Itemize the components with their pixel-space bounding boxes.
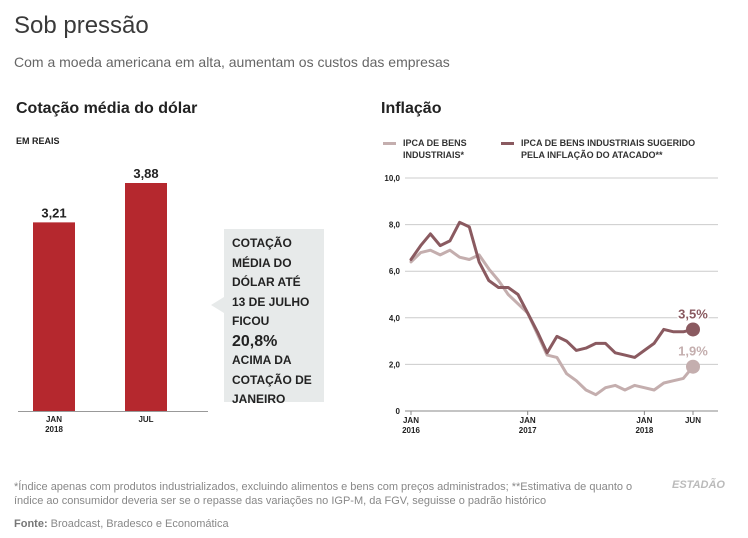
bar-value-label: 3,21 (41, 205, 66, 220)
callout-highlight-value: 20,8% (232, 332, 278, 350)
legend-item-suggested-line1: IPCA DE BENS INDUSTRIAIS SUGERIDO (521, 138, 696, 148)
y-tick-label: 8,0 (389, 221, 401, 230)
legend-item-ipca: IPCA DE BENS INDUSTRIAIS* (403, 137, 467, 161)
dollar-unit-label: EM REAIS (16, 136, 60, 146)
series-end-label: 3,5% (678, 306, 708, 321)
page-subtitle: Com a moeda americana em alta, aumentam … (14, 54, 450, 70)
y-tick-label: 0 (396, 407, 401, 416)
bar (33, 222, 75, 411)
callout-line: ACIMA DA (232, 353, 292, 367)
bar-value-label: 3,88 (133, 166, 158, 181)
callout-line: 13 DE JULHO (232, 294, 310, 309)
x-tick-label: JAN (520, 416, 536, 425)
x-tick-label: 2018 (635, 426, 653, 435)
callout-line: FICOU (232, 314, 270, 328)
callout-line: MÉDIA DO (232, 255, 292, 270)
callout-line: JANEIRO (232, 392, 286, 406)
series-end-marker (686, 359, 700, 374)
bar (125, 183, 167, 411)
bar-category-label: JAN (46, 415, 62, 424)
x-tick-label: JAN (403, 416, 419, 425)
source-line: Fonte: Broadcast, Bradesco e Economática (14, 518, 229, 530)
callout-line: COTAÇÃO (232, 236, 292, 250)
inflation-chart-title: Inflação (381, 100, 442, 117)
y-tick-label: 4,0 (389, 314, 401, 323)
page-title: Sob pressão (14, 12, 149, 39)
legend-swatch-dark (501, 142, 514, 145)
x-tick-label: 2017 (519, 426, 537, 435)
bar-category-label: 2018 (45, 425, 63, 434)
series-end-marker (686, 322, 700, 337)
bar-category-label: JUL (138, 415, 153, 424)
callout-line: DÓLAR ATÉ (232, 275, 301, 289)
brand-logo: ESTADÃO (672, 479, 725, 491)
legend-swatch-light (383, 142, 396, 145)
series-end-label: 1,9% (678, 344, 708, 359)
dollar-callout-box (224, 229, 324, 402)
source-label: Fonte: (14, 518, 48, 530)
callout-line: COTAÇÃO DE (232, 372, 312, 387)
series-line-1 (409, 248, 695, 397)
dollar-callout-text: COTAÇÃO MÉDIA DO DÓLAR ATÉ 13 DE JULHO F… (232, 234, 327, 410)
footnote: *Índice apenas com produtos industrializ… (14, 481, 633, 507)
source-text: Broadcast, Bradesco e Economática (50, 518, 229, 530)
dollar-callout-pointer (211, 297, 224, 313)
legend-item-ipca-line1: IPCA DE BENS (403, 138, 467, 148)
series-line-2 (409, 220, 695, 359)
x-tick-label: JUN (685, 416, 701, 425)
legend-item-suggested: IPCA DE BENS INDUSTRIAIS SUGERIDO PELA I… (521, 137, 695, 161)
y-tick-label: 2,0 (389, 360, 401, 369)
x-tick-label: 2016 (402, 426, 420, 435)
legend-item-suggested-line2: PELA INFLAÇÃO DO ATACADO** (521, 150, 663, 160)
x-tick-label: JAN (636, 416, 652, 425)
dollar-chart-title: Cotação média do dólar (16, 100, 198, 117)
y-tick-label: 10,0 (384, 174, 400, 183)
y-tick-label: 6,0 (389, 267, 401, 276)
legend-item-ipca-line2: INDUSTRIAIS* (403, 150, 465, 160)
